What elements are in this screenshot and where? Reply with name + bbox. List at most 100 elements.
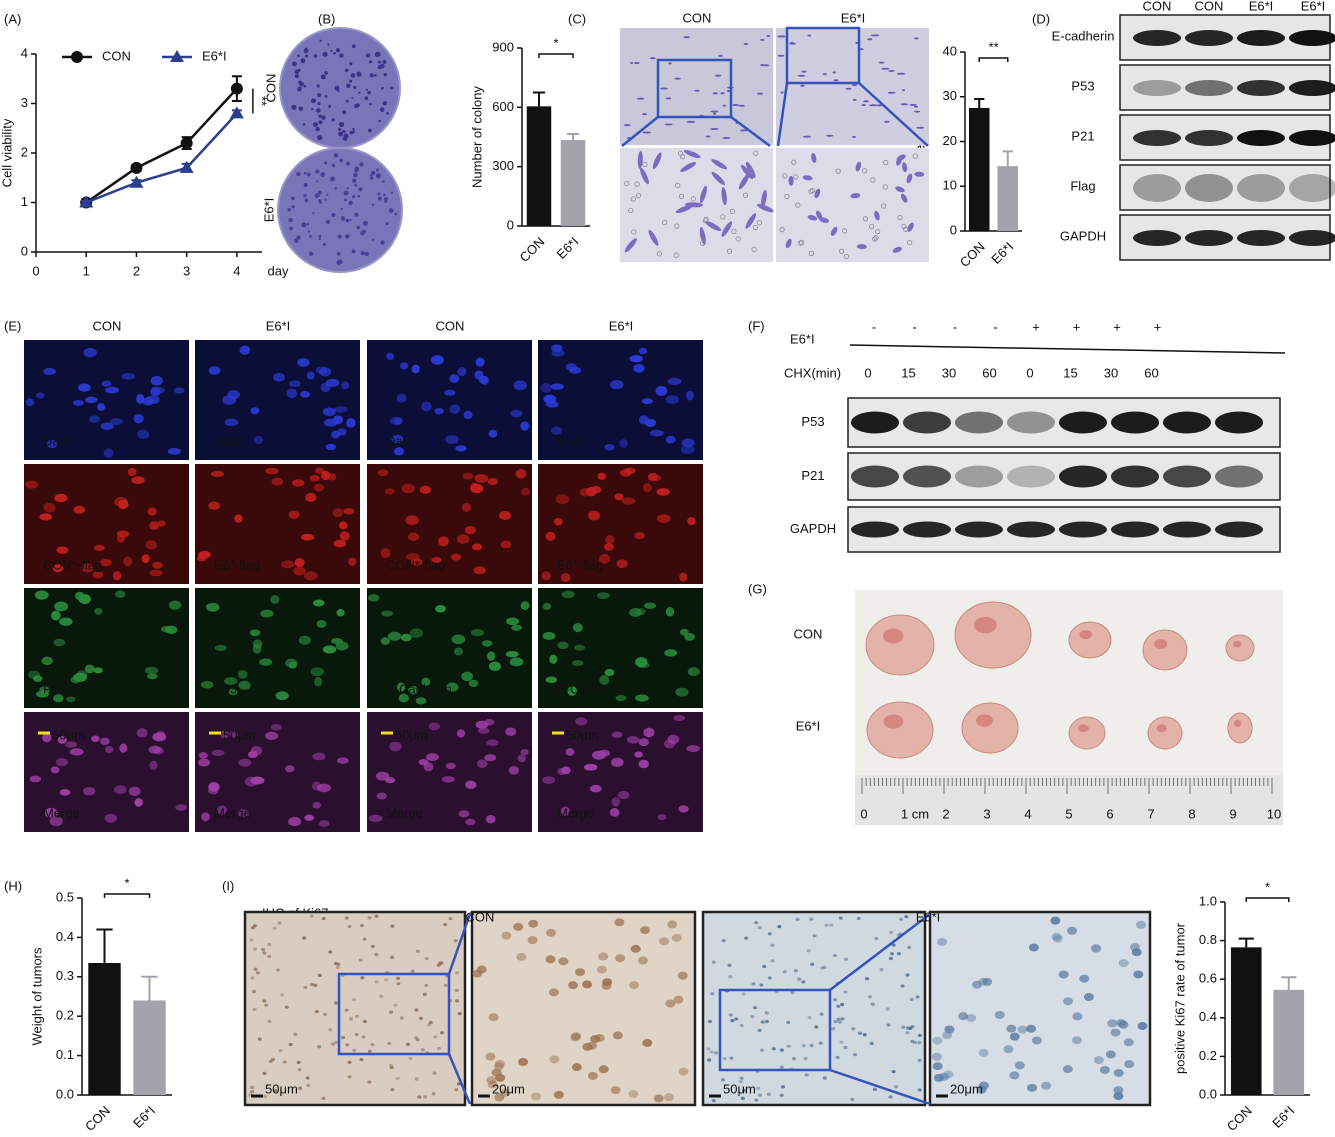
nucleus [348, 557, 357, 566]
nucleus [33, 675, 43, 682]
nucleus [542, 776, 556, 784]
nucleus [605, 535, 615, 544]
ruler-label: 3 [983, 806, 990, 821]
nucleus [542, 602, 552, 611]
cell [891, 1070, 896, 1074]
nucleus [168, 600, 182, 610]
y-tick-label: 30 [943, 88, 957, 103]
colony [327, 43, 330, 46]
cell [252, 1007, 257, 1011]
cell [424, 956, 429, 961]
cell [833, 79, 839, 82]
cell [262, 999, 267, 1003]
nucleus [561, 590, 575, 599]
marker [129, 175, 144, 188]
nucleus [252, 644, 262, 654]
nucleus [150, 386, 161, 397]
colony [330, 176, 335, 182]
nucleus [656, 488, 670, 496]
nucleus [471, 543, 483, 551]
cell [590, 1034, 601, 1043]
cell [891, 943, 896, 947]
band [851, 465, 899, 488]
tumor-spot [1079, 630, 1093, 640]
nucleus [540, 383, 552, 393]
nucleus [687, 667, 700, 677]
nucleus [500, 540, 512, 549]
pore [808, 188, 814, 195]
cell [917, 1058, 922, 1062]
colony [340, 216, 345, 220]
cell [268, 1059, 273, 1063]
lane-label: E6*I [1301, 0, 1326, 13]
cell [766, 1092, 771, 1096]
cell [396, 976, 401, 981]
nucleus [686, 744, 700, 753]
colony [360, 250, 365, 256]
cell [293, 1032, 298, 1036]
nucleus [265, 467, 279, 475]
colony [336, 251, 341, 256]
cell [457, 1012, 462, 1016]
cell [328, 950, 333, 954]
cell [1133, 970, 1144, 979]
cell [807, 214, 818, 221]
cell [273, 1089, 278, 1093]
nucleus [604, 444, 615, 451]
cell [822, 73, 827, 76]
nucleus [629, 607, 642, 617]
cell [448, 916, 453, 921]
tumor-spot [883, 628, 904, 644]
nucleus [337, 757, 349, 764]
cell [546, 928, 557, 937]
colony [311, 107, 314, 111]
tumor [866, 701, 934, 759]
cell [739, 1076, 744, 1080]
cell [1014, 1061, 1025, 1070]
fluorescence-image [367, 712, 532, 832]
pore [656, 251, 663, 257]
cell [778, 35, 786, 38]
pore [862, 216, 869, 222]
pore [753, 150, 759, 156]
colony [377, 192, 381, 196]
nucleus [589, 784, 602, 793]
nucleus [83, 347, 97, 358]
nucleus [425, 753, 439, 761]
nucleus [551, 349, 565, 357]
nucleus [376, 792, 387, 800]
cell [857, 1031, 862, 1035]
transwell-image [620, 28, 773, 145]
cell [601, 981, 612, 990]
cell [267, 942, 272, 947]
cell [707, 1019, 712, 1024]
cell [739, 129, 748, 132]
colony [318, 114, 322, 118]
cell [764, 1011, 769, 1015]
pore [729, 208, 735, 215]
cell [824, 923, 829, 927]
lane-label: CON [1195, 0, 1224, 13]
cell [757, 203, 774, 213]
cell [856, 244, 867, 250]
nucleus [66, 696, 76, 703]
nucleus [487, 477, 498, 486]
cell [1110, 1028, 1121, 1037]
nucleus [332, 508, 343, 518]
pore [782, 173, 788, 179]
cell [887, 91, 896, 94]
colony [291, 61, 297, 67]
y-tick-label: 0 [507, 217, 514, 232]
colony [345, 161, 351, 166]
band [1059, 465, 1107, 488]
colony [356, 71, 362, 77]
nucleus [421, 677, 431, 686]
nucleus [465, 818, 476, 826]
colony [319, 39, 322, 42]
cell [751, 982, 756, 986]
nucleus [438, 536, 449, 547]
zoom-line [621, 82, 929, 148]
colony [311, 98, 317, 104]
ruler [855, 775, 1283, 825]
pore [843, 253, 849, 260]
